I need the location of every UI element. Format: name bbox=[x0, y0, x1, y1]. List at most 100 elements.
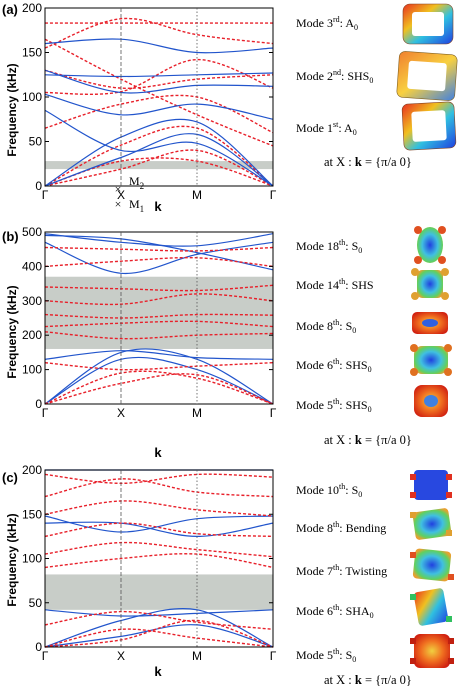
dispersion-branch bbox=[44, 473, 274, 485]
kvec-rest-a: = {π/a 0} bbox=[362, 155, 412, 169]
x-tick-label: Γ bbox=[42, 188, 49, 202]
mode-shape-a-3 bbox=[402, 3, 454, 45]
dispersion-branch bbox=[44, 17, 274, 49]
plot-frame bbox=[44, 231, 274, 405]
y-tick-label: 0 bbox=[35, 397, 42, 411]
svg-text:×: × bbox=[115, 197, 122, 211]
kvec-prefix-b: at X : bbox=[324, 433, 355, 447]
y-tick-label: 0 bbox=[35, 179, 42, 193]
y-tick-label: 0 bbox=[35, 640, 42, 654]
wavevector-label-c: at X : k = {π/a 0} bbox=[324, 673, 412, 687]
dispersion-branch bbox=[44, 72, 274, 78]
dispersion-branch bbox=[44, 521, 274, 538]
mode-label: Mode 5th: S0 bbox=[296, 647, 356, 664]
x-tick-label: Γ bbox=[270, 188, 277, 202]
mode-shape-b-6 bbox=[410, 344, 452, 376]
mode-shape-a-1 bbox=[401, 101, 457, 151]
y-tick-label: 50 bbox=[29, 135, 43, 149]
mode-label: Mode 10th: S0 bbox=[296, 482, 362, 499]
x-tick-label: Γ bbox=[270, 649, 277, 663]
dispersion-branch bbox=[44, 69, 274, 89]
mode-shape-c-8 bbox=[410, 508, 452, 540]
svg-text:M1: M1 bbox=[129, 197, 144, 214]
mode-label: Mode 6th: SHA0 bbox=[296, 603, 374, 620]
dispersion-branch bbox=[44, 58, 274, 95]
annotation-m1: M bbox=[129, 197, 140, 211]
x-tick-label: X bbox=[117, 649, 125, 663]
dispersion-branch bbox=[44, 362, 274, 371]
svg-text:M2: M2 bbox=[129, 174, 144, 191]
mode-label: Mode 14th: SHS bbox=[296, 277, 374, 292]
mode-shape-b-18 bbox=[414, 226, 446, 264]
mode-label: Mode 3rd: A0 bbox=[296, 15, 358, 32]
y-tick-label: 150 bbox=[22, 46, 42, 60]
annotation-m2-sub: 2 bbox=[140, 181, 145, 191]
dispersion-branch bbox=[44, 93, 274, 120]
y-tick-label: 150 bbox=[22, 507, 42, 521]
wavevector-label-b: at X : k = {π/a 0} bbox=[324, 433, 412, 447]
panel-b: (b) 0 100 200 300 400 500 Γ X M Γ Frequency (kHz… bbox=[2, 225, 452, 460]
y-tick-label: 100 bbox=[22, 90, 42, 104]
mode-shape-c-5 bbox=[410, 634, 454, 668]
mode-label: Mode 1st: A0 bbox=[296, 120, 357, 137]
y-tick-label: 100 bbox=[22, 552, 42, 566]
mode-label: Mode 6th: SHS0 bbox=[296, 357, 372, 374]
dispersion-branch bbox=[44, 69, 274, 94]
x-tick-label: Γ bbox=[270, 406, 277, 420]
mode-shape-c-10 bbox=[410, 470, 452, 500]
band-gap-a bbox=[45, 161, 273, 170]
dispersion-branch bbox=[44, 522, 274, 538]
x-axis-label-b: k bbox=[154, 445, 162, 460]
dispersion-branch bbox=[44, 125, 274, 187]
dispersion-curves-c bbox=[44, 469, 274, 648]
mode-labels-b: Mode 18th: S0 Mode 14th: SHS Mode 8th: S0 M… bbox=[296, 238, 374, 414]
mode-shape-b-14 bbox=[411, 268, 449, 300]
x-tick-label: Γ bbox=[42, 406, 49, 420]
kvec-rest-b: = {π/a 0} bbox=[362, 433, 412, 447]
mode-shape-a-2 bbox=[396, 51, 458, 101]
mode-label: Mode 7th: Twisting bbox=[296, 563, 387, 578]
dispersion-curves-b bbox=[44, 233, 274, 405]
dispersion-branch bbox=[44, 515, 274, 533]
x-tick-label: Γ bbox=[42, 649, 49, 663]
y-tick-labels-a: 0 50 100 150 200 bbox=[22, 1, 273, 193]
dispersion-branch bbox=[44, 133, 274, 187]
point-m1: × M1 bbox=[115, 197, 145, 214]
mode-label: Mode 2nd: SHS0 bbox=[296, 68, 373, 85]
y-tick-label: 100 bbox=[22, 363, 42, 377]
x-tick-label: X bbox=[117, 406, 125, 420]
dispersion-branch bbox=[44, 149, 274, 187]
kvec-rest-c: = {π/a 0} bbox=[362, 673, 412, 687]
dispersion-branch bbox=[44, 256, 274, 268]
y-tick-label: 200 bbox=[22, 463, 42, 477]
x-tick-label: M bbox=[192, 188, 202, 202]
y-tick-labels-b: 0 100 200 300 400 500 bbox=[22, 225, 273, 411]
mode-labels-c: Mode 10th: S0 Mode 8th: Bending Mode 7th: … bbox=[296, 482, 387, 664]
mode-shape-c-6 bbox=[410, 588, 452, 626]
dispersion-branch bbox=[44, 348, 274, 405]
mode-labels-a: Mode 3rd: A0 Mode 2nd: SHS0 Mode 1st: A0 bbox=[296, 15, 373, 137]
annotation-m2: M bbox=[129, 174, 140, 188]
x-tick-label: X bbox=[117, 188, 125, 202]
band-gap-b bbox=[45, 276, 273, 349]
mode-label: Mode 5th: SHS0 bbox=[296, 397, 372, 414]
kvec-k-c: k bbox=[355, 673, 362, 687]
svg-text:×: × bbox=[115, 182, 122, 196]
plot-frame bbox=[44, 469, 274, 648]
y-tick-label: 200 bbox=[22, 1, 42, 15]
mode-label: Mode 8th: S0 bbox=[296, 318, 356, 335]
mode-label: Mode 8th: Bending bbox=[296, 520, 386, 535]
kvec-prefix-a: at X : bbox=[324, 155, 355, 169]
x-tick-label: M bbox=[192, 649, 202, 663]
panel-label-b: (b) bbox=[2, 229, 19, 244]
y-axis-label-b: Frequency (kHz) bbox=[5, 285, 19, 378]
dispersion-branch bbox=[44, 608, 274, 648]
dispersion-branch bbox=[44, 370, 274, 405]
y-tick-labels-c: 0 50 100 150 200 bbox=[22, 463, 273, 654]
dispersion-branch bbox=[44, 628, 274, 648]
dispersion-branch bbox=[44, 350, 274, 360]
